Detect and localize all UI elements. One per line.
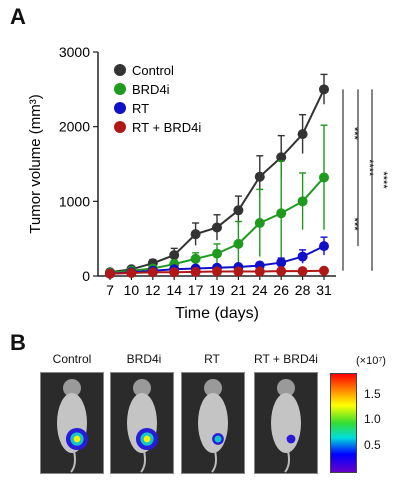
colorbar-tick-label: 1.5	[364, 386, 381, 401]
legend-marker	[114, 102, 126, 114]
data-point	[233, 205, 244, 216]
data-point	[319, 172, 329, 183]
significance-label: ***	[348, 127, 360, 141]
x-tick-label: 31	[316, 282, 332, 298]
x-tick-label: 17	[188, 282, 204, 298]
data-point	[212, 248, 222, 259]
x-axis-label: Time (days)	[175, 305, 259, 322]
mouse-label-rt-brd4i: RT + BRD4i	[254, 352, 318, 366]
mouse-body	[271, 393, 301, 453]
legend-entry: BRD4i	[132, 82, 170, 97]
x-tick-label: 28	[295, 282, 311, 298]
mouse-tail	[211, 450, 217, 473]
mouse-label-brd4i: BRD4i	[126, 352, 162, 366]
data-point	[319, 265, 329, 276]
mouse-tail	[140, 450, 146, 473]
x-tick-label: 26	[273, 282, 289, 298]
panel-b-letter: B	[10, 330, 26, 355]
panel-a-letter: A	[10, 4, 26, 29]
significance-label: ****	[377, 171, 389, 189]
mouse-silhouette	[57, 379, 89, 473]
mouse-image-brd4i	[110, 372, 174, 474]
mouse-head	[277, 379, 295, 397]
colorbar-tick-label: 0.5	[364, 438, 381, 453]
colorbar	[330, 373, 357, 473]
legend-entry: Control	[132, 63, 174, 78]
signal-spot-outer	[286, 434, 296, 444]
colorbar-unit: (×10⁷)	[356, 355, 386, 367]
data-point	[297, 196, 308, 207]
data-point	[319, 84, 329, 95]
tumor-volume-chart: 0 1000 2000 3000 7 10 12 14 17 19 21 24 26 28 31 Time (…	[27, 44, 389, 322]
x-tick-label: 7	[106, 282, 114, 298]
legend-marker	[114, 121, 126, 133]
x-tick-label: 21	[231, 282, 247, 298]
data-point	[126, 268, 137, 279]
mouse-silhouette	[127, 379, 159, 473]
significance-label: ****	[363, 159, 375, 177]
mouse-tail	[70, 450, 76, 473]
mouse-silhouette	[271, 379, 301, 473]
y-tick-label: 0	[82, 268, 90, 284]
x-tick-label: 14	[166, 282, 182, 298]
significance-label: ***	[348, 218, 360, 232]
data-point	[190, 229, 201, 240]
mouse-body	[198, 393, 228, 453]
signal-spot-core	[73, 435, 81, 443]
data-point	[297, 266, 308, 277]
x-tick-label: 19	[209, 282, 225, 298]
data-point	[169, 250, 180, 261]
mouse-image-control	[40, 372, 104, 474]
legend-entry: RT	[132, 101, 149, 116]
data-point	[254, 217, 265, 228]
mouse-image-rt-brd4i	[254, 372, 318, 474]
data-point	[254, 266, 265, 277]
data-point	[276, 266, 287, 277]
data-point	[169, 267, 180, 278]
mouse-label-control: Control	[52, 352, 92, 366]
data-point	[297, 251, 308, 262]
y-tick-label: 3000	[59, 44, 90, 60]
data-point	[276, 152, 287, 163]
data-point	[319, 241, 329, 252]
legend-marker	[114, 64, 126, 76]
data-point	[233, 266, 244, 277]
mouse-tail	[284, 450, 290, 473]
data-point	[147, 267, 158, 278]
x-tick-label: 12	[145, 282, 161, 298]
signal-spot-mid	[214, 435, 222, 443]
data-point	[297, 129, 308, 140]
data-point	[212, 222, 222, 233]
y-tick-label: 2000	[59, 119, 90, 135]
mouse-head	[63, 379, 81, 397]
colorbar-tick-label: 1.0	[364, 412, 381, 427]
data-point	[212, 266, 222, 277]
data-point	[190, 266, 201, 277]
y-axis-label: Tumor volume (mm³)	[27, 94, 44, 233]
data-point	[190, 253, 201, 264]
legend-marker	[114, 83, 126, 95]
signal-spot-core	[143, 435, 151, 443]
mouse-head	[204, 379, 222, 397]
mouse-image-rt	[181, 372, 245, 474]
y-tick-label: 1000	[59, 193, 90, 209]
data-point	[233, 238, 244, 249]
data-point	[276, 257, 287, 268]
mouse-silhouette	[198, 379, 228, 473]
data-point	[276, 208, 287, 219]
x-tick-label: 10	[124, 282, 140, 298]
legend-entry: RT + BRD4i	[132, 120, 201, 135]
data-point	[254, 171, 265, 182]
mouse-head	[133, 379, 151, 397]
data-point	[105, 268, 115, 279]
x-tick-label: 24	[252, 282, 268, 298]
mouse-label-rt: RT	[204, 352, 220, 366]
